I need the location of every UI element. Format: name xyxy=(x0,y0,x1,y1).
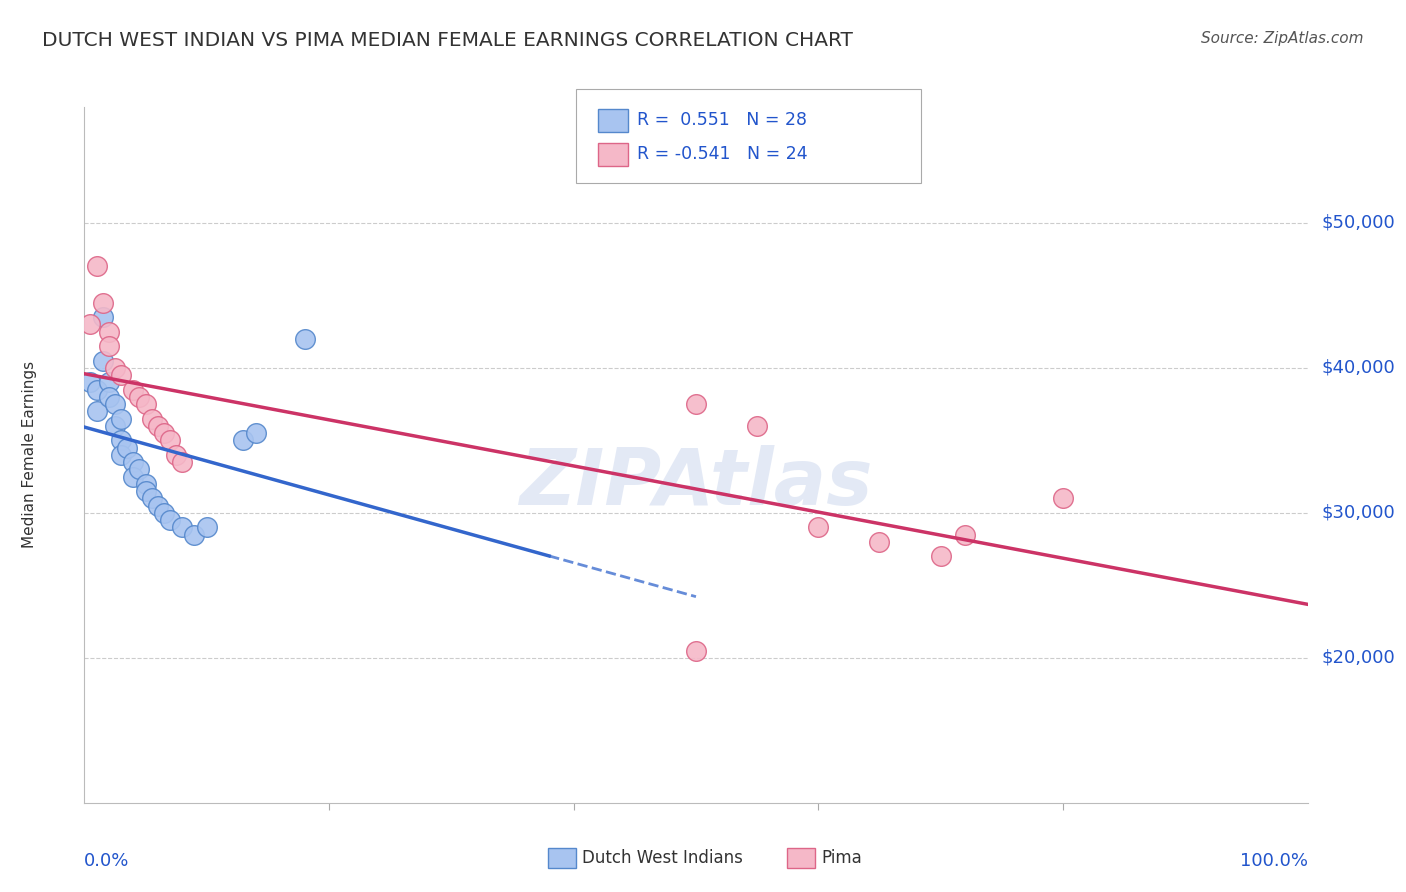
Text: $30,000: $30,000 xyxy=(1322,504,1395,522)
Point xyxy=(110,411,132,425)
Point xyxy=(146,419,169,434)
Point xyxy=(172,455,194,469)
Point xyxy=(135,476,157,491)
Point xyxy=(183,527,205,541)
Point xyxy=(294,332,316,346)
Point xyxy=(122,383,145,397)
Point xyxy=(153,426,176,441)
Point xyxy=(747,419,769,434)
Text: $50,000: $50,000 xyxy=(1322,214,1395,232)
Point xyxy=(195,520,218,534)
Point xyxy=(245,426,267,441)
Point xyxy=(135,397,157,411)
Text: $40,000: $40,000 xyxy=(1322,359,1395,377)
Point xyxy=(122,455,145,469)
Point xyxy=(807,520,830,534)
Point xyxy=(79,318,101,332)
Text: Dutch West Indians: Dutch West Indians xyxy=(582,849,742,867)
Text: 100.0%: 100.0% xyxy=(1240,852,1308,870)
Point xyxy=(159,513,181,527)
Point xyxy=(232,434,254,448)
Point xyxy=(104,397,127,411)
Point xyxy=(97,376,120,390)
Text: $20,000: $20,000 xyxy=(1322,648,1395,667)
Text: R = -0.541   N = 24: R = -0.541 N = 24 xyxy=(637,145,807,163)
Point xyxy=(122,469,145,483)
Point xyxy=(1052,491,1074,506)
Text: Source: ZipAtlas.com: Source: ZipAtlas.com xyxy=(1201,31,1364,46)
Text: DUTCH WEST INDIAN VS PIMA MEDIAN FEMALE EARNINGS CORRELATION CHART: DUTCH WEST INDIAN VS PIMA MEDIAN FEMALE … xyxy=(42,31,853,50)
Point xyxy=(159,434,181,448)
Point xyxy=(929,549,952,564)
Point xyxy=(685,397,707,411)
Point xyxy=(104,361,127,376)
Point xyxy=(141,411,163,425)
Point xyxy=(91,353,114,368)
Point xyxy=(97,390,120,404)
Point xyxy=(79,376,101,390)
Point xyxy=(869,535,891,549)
Point xyxy=(97,325,120,339)
Point xyxy=(128,390,150,404)
Point xyxy=(86,260,108,274)
Point xyxy=(146,499,169,513)
Point xyxy=(97,339,120,353)
Point xyxy=(153,506,176,520)
Point xyxy=(115,441,138,455)
Point xyxy=(953,527,976,541)
Point xyxy=(91,310,114,325)
Point xyxy=(141,491,163,506)
Point xyxy=(86,383,108,397)
Text: ZIPAtlas: ZIPAtlas xyxy=(519,445,873,521)
Point xyxy=(165,448,187,462)
Point xyxy=(135,484,157,499)
Text: Pima: Pima xyxy=(821,849,862,867)
Point xyxy=(172,520,194,534)
Point xyxy=(91,295,114,310)
Point xyxy=(86,404,108,418)
Point xyxy=(685,643,707,657)
Text: R =  0.551   N = 28: R = 0.551 N = 28 xyxy=(637,112,807,129)
Text: Median Female Earnings: Median Female Earnings xyxy=(22,361,37,549)
Point xyxy=(128,462,150,476)
Point xyxy=(110,434,132,448)
Text: 0.0%: 0.0% xyxy=(84,852,129,870)
Point xyxy=(110,368,132,383)
Point xyxy=(104,419,127,434)
Point xyxy=(110,448,132,462)
